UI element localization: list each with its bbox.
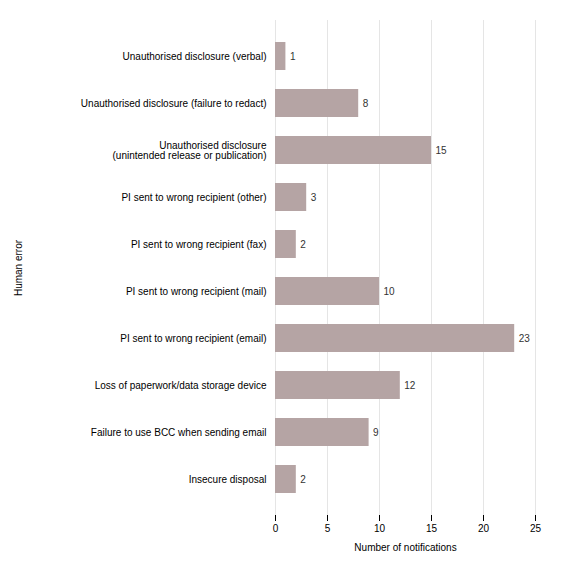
svg-text:Insecure disposal: Insecure disposal (189, 474, 267, 485)
svg-text:9: 9 (373, 427, 379, 438)
svg-text:10: 10 (384, 286, 396, 297)
svg-text:Failure to use BCC when sendin: Failure to use BCC when sending email (91, 427, 267, 438)
svg-text:Unauthorised disclosure (failu: Unauthorised disclosure (failure to reda… (81, 98, 267, 109)
svg-text:12: 12 (404, 380, 416, 391)
svg-text:15: 15 (426, 523, 438, 534)
svg-text:Number of notifications: Number of notifications (354, 542, 456, 553)
svg-text:10: 10 (374, 523, 386, 534)
svg-text:23: 23 (519, 333, 531, 344)
svg-text:PI sent to wrong recipient (em: PI sent to wrong recipient (email) (120, 333, 266, 344)
svg-text:PI sent to wrong recipient (fa: PI sent to wrong recipient (fax) (131, 239, 267, 250)
svg-text:3: 3 (311, 192, 317, 203)
svg-text:20: 20 (478, 523, 490, 534)
svg-text:PI sent to wrong recipient (ma: PI sent to wrong recipient (mail) (126, 286, 267, 297)
svg-text:2: 2 (300, 239, 306, 250)
svg-text:1: 1 (290, 51, 296, 62)
svg-text:5: 5 (325, 523, 331, 534)
svg-text:15: 15 (436, 145, 448, 156)
svg-text:2: 2 (300, 474, 306, 485)
svg-text:Loss of paperwork/data storage: Loss of paperwork/data storage device (95, 380, 267, 391)
svg-text:Unauthorised disclosure (verba: Unauthorised disclosure (verbal) (123, 51, 267, 62)
svg-text:Unauthorised disclosure(uninte: Unauthorised disclosure(unintended relea… (113, 140, 267, 161)
svg-text:PI sent to wrong recipient (ot: PI sent to wrong recipient (other) (121, 192, 266, 203)
svg-text:Human error: Human error (13, 239, 24, 296)
svg-text:8: 8 (363, 98, 369, 109)
svg-text:0: 0 (273, 523, 279, 534)
svg-text:25: 25 (530, 523, 542, 534)
